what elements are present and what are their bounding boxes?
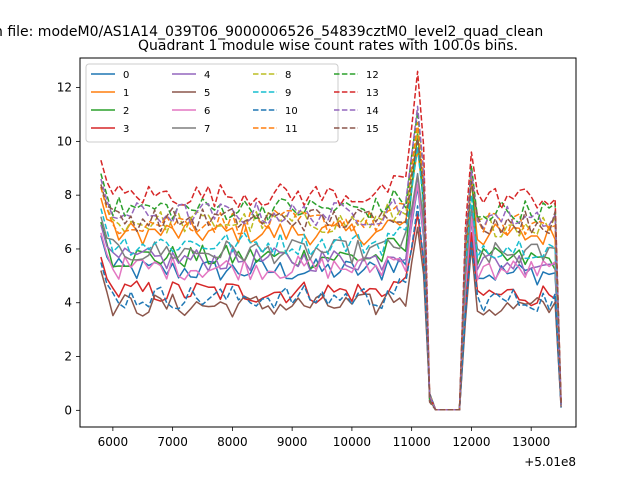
legend-label-7: 7 (204, 124, 210, 135)
series-line-7 (100, 172, 562, 411)
series-line-13 (100, 70, 562, 411)
series-line-11 (100, 121, 562, 411)
legend-label-4: 4 (204, 70, 210, 81)
x-tick-label: 13000 (512, 435, 550, 449)
series-line-10 (100, 205, 562, 411)
y-tick-label: 4 (64, 296, 72, 310)
y-tick-label: 8 (64, 188, 72, 202)
legend-box (85, 63, 339, 143)
y-tick-label: 0 (64, 403, 72, 417)
x-tick-label: 11000 (393, 435, 431, 449)
x-offset-label: +5.01e8 (524, 455, 576, 469)
series-line-3 (100, 213, 562, 411)
x-tick-label: 6000 (98, 435, 129, 449)
legend-label-12: 12 (366, 70, 379, 81)
series-line-4 (100, 175, 562, 411)
series-line-14 (100, 105, 562, 411)
series-line-8 (100, 129, 562, 411)
series-line-2 (100, 132, 562, 411)
legend-label-11: 11 (285, 124, 298, 135)
series-line-15 (100, 137, 562, 411)
y-axis: 0 2 4 6 8 10 12 (57, 81, 80, 417)
legend-label-8: 8 (285, 70, 291, 81)
series-line-1 (100, 148, 562, 411)
series-line-6 (100, 183, 562, 411)
legend-label-1: 1 (123, 88, 129, 99)
x-tick-label: 12000 (452, 435, 490, 449)
y-tick-label: 10 (57, 134, 72, 148)
legend-label-5: 5 (204, 88, 210, 99)
figure-suptitle: n file: modeM0/AS1A14_039T06_9000006526_… (0, 24, 543, 40)
x-tick-label: 10000 (333, 435, 371, 449)
plot-frame (79, 57, 577, 428)
y-tick-label: 2 (64, 350, 72, 364)
legend-label-6: 6 (204, 106, 210, 117)
x-tick-label: 7000 (157, 435, 188, 449)
x-tick-label: 9000 (277, 435, 308, 449)
legend-label-15: 15 (366, 124, 379, 135)
series-line-0 (100, 186, 562, 411)
x-tick-label: 8000 (217, 435, 248, 449)
y-tick-label: 12 (57, 81, 72, 95)
legend-label-10: 10 (285, 106, 298, 117)
legend-label-9: 9 (285, 88, 291, 99)
legend-label-2: 2 (123, 106, 129, 117)
legend-label-0: 0 (123, 70, 129, 81)
x-axis: 6000 7000 8000 9000 10000 11000 12000 13000 (98, 427, 550, 449)
series-line-9 (100, 146, 562, 411)
chart-title: Quadrant 1 module wise count rates with … (138, 38, 518, 54)
legend-label-14: 14 (366, 106, 379, 117)
legend-label-3: 3 (123, 124, 129, 135)
y-tick-label: 6 (64, 242, 72, 256)
legend-label-13: 13 (366, 88, 379, 99)
series-layer (100, 70, 562, 411)
series-line-5 (100, 226, 562, 411)
